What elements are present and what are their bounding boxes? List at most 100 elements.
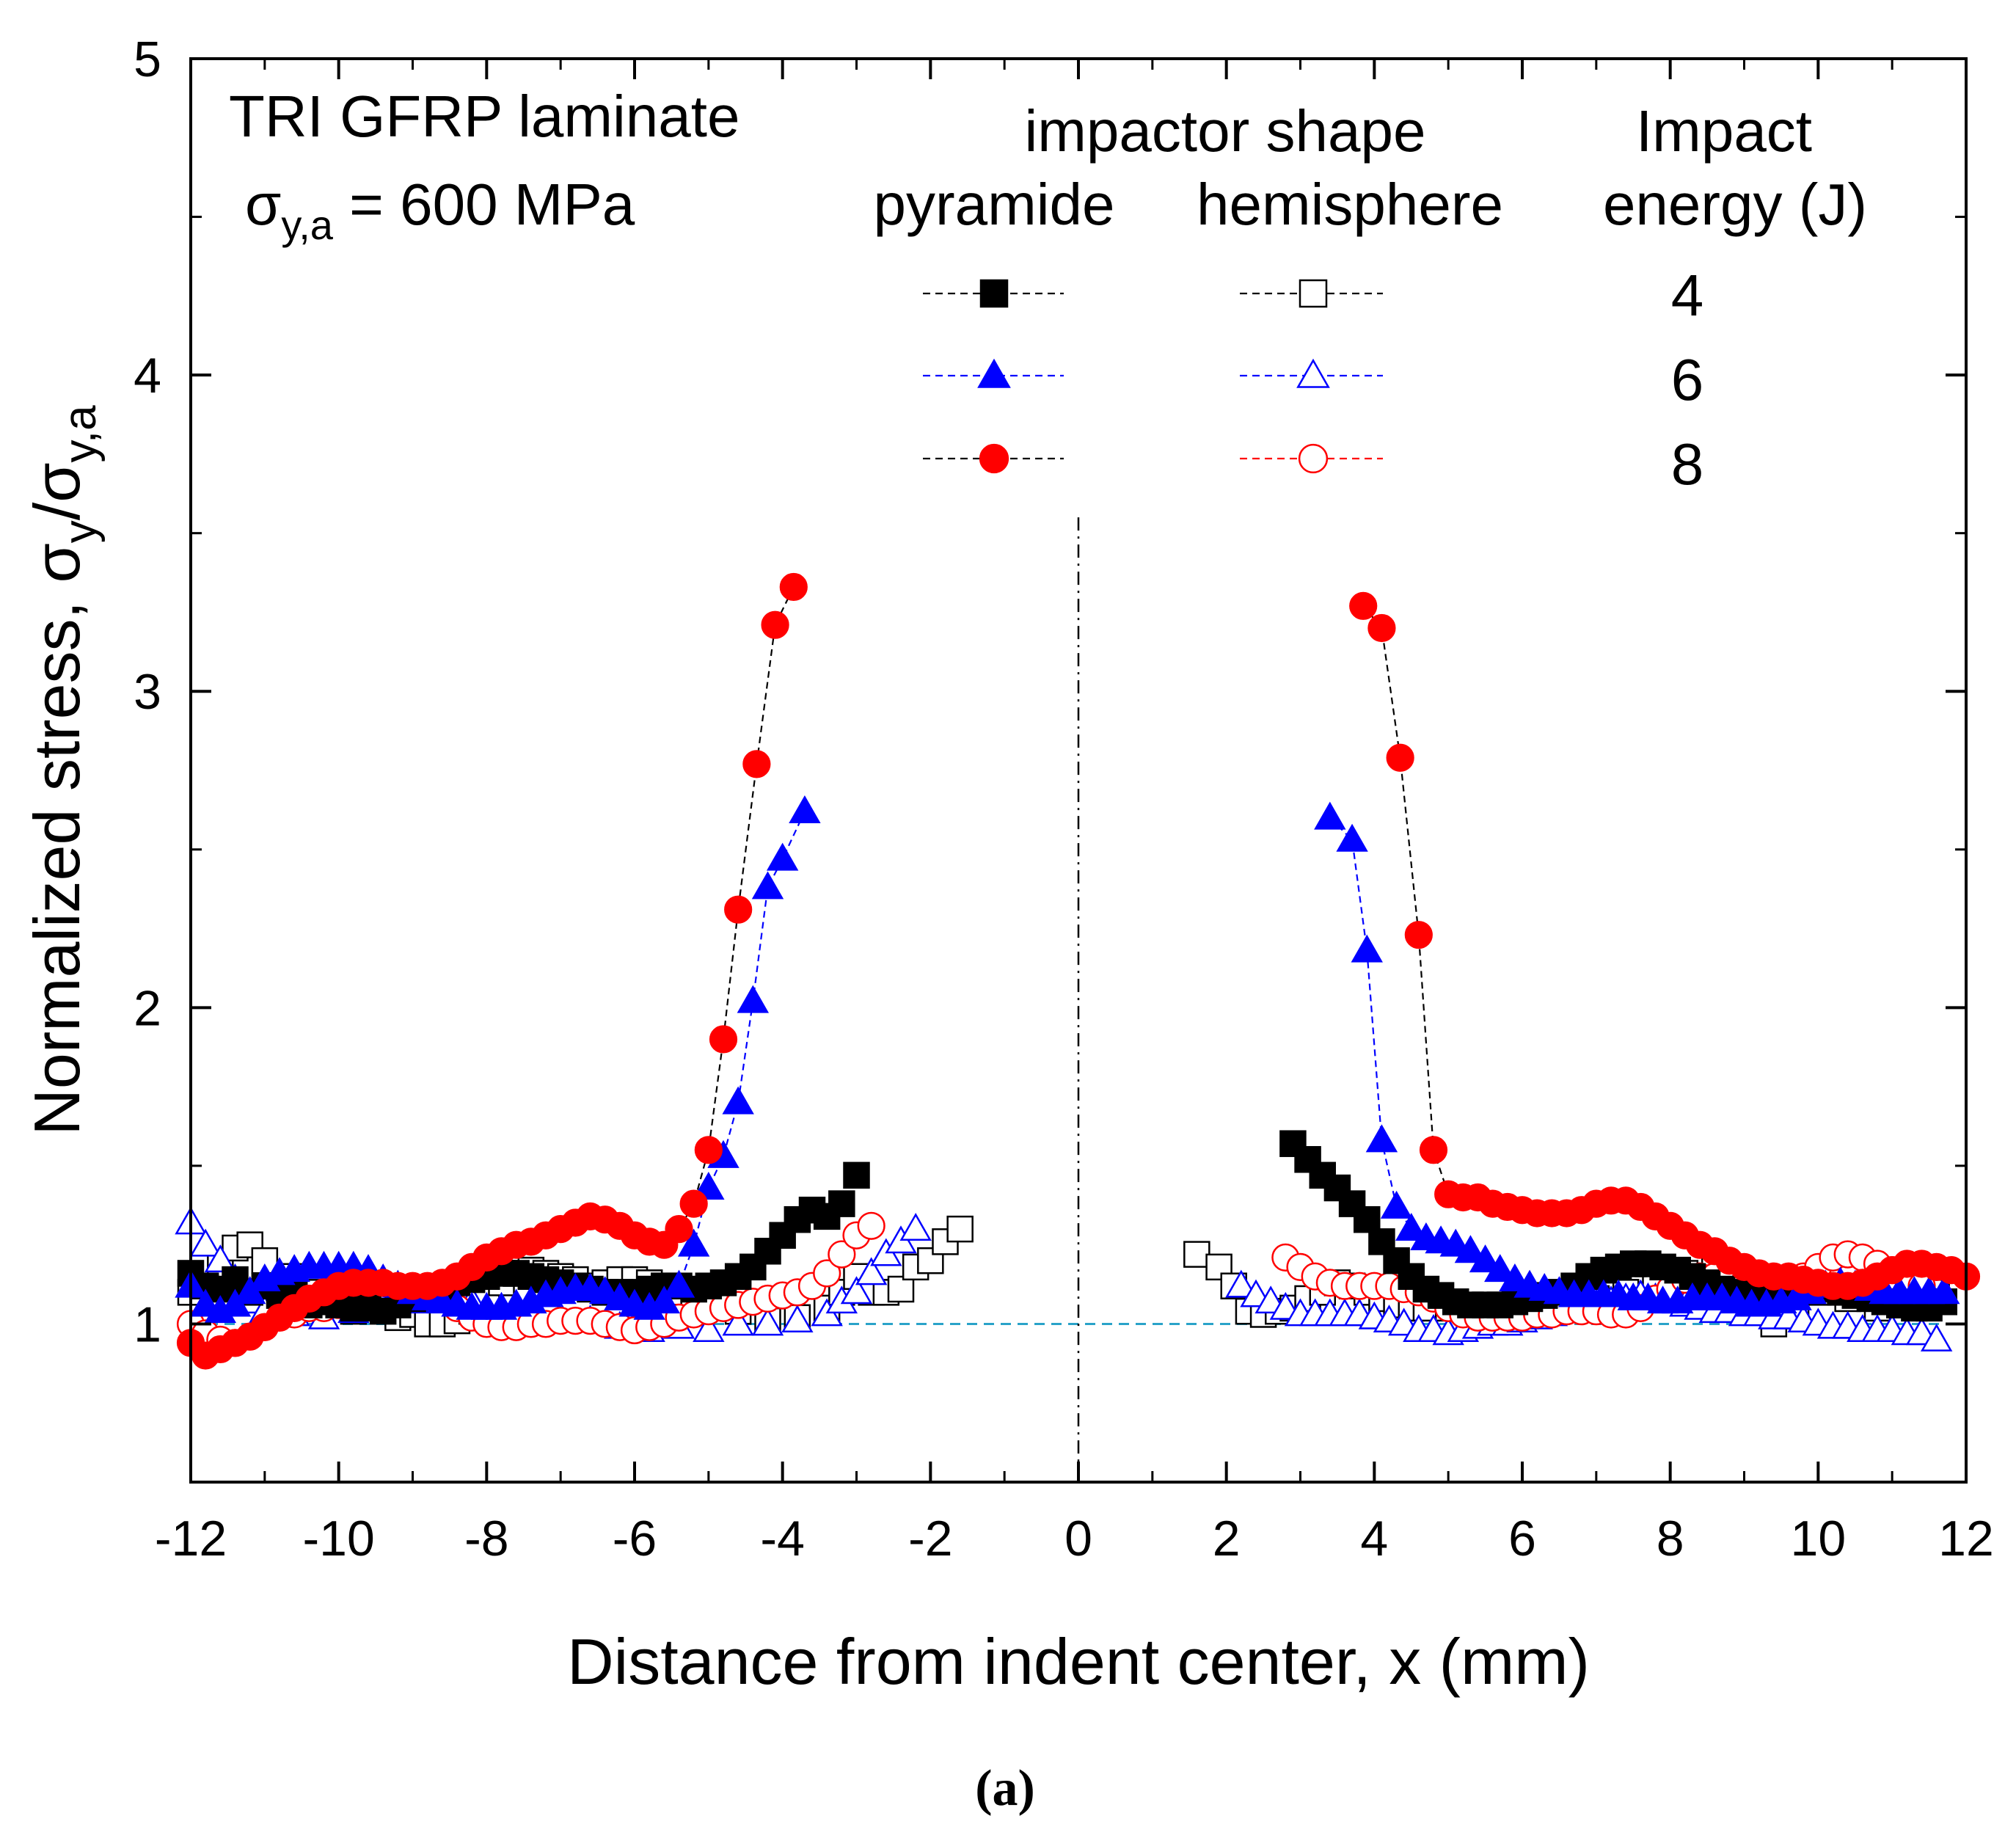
legend-8j-hemisphere-marker [1298,443,1329,474]
legend-energy-4: 4 [1671,263,1704,328]
pyramide-6-j-point [1469,1244,1502,1273]
pyramide-6-j-point [1365,1124,1398,1153]
pyramide-8-j-point [709,1025,738,1054]
legend-4j-hemisphere-marker [1299,279,1328,308]
pyramide-6-j-point [1336,823,1368,852]
hemisphere-8-j-point [828,1240,856,1269]
x-tick-label: 0 [1064,1511,1092,1566]
hemisphere-6-j-point [1225,1269,1257,1298]
legend-col-hemisphere: hemisphere [1197,172,1503,237]
pyramide-6-j-point [1928,1276,1960,1305]
y-tick-label: 4 [134,348,161,404]
x-tick-label: 10 [1791,1511,1847,1566]
pyramide-6-j-point [751,871,784,900]
hemisphere-6-j-point [189,1228,222,1257]
series-markers [175,572,1981,1370]
yield-stress-label: σy,a = 600 MPa [245,172,635,248]
x-tick-label: -10 [303,1511,375,1566]
x-tick-label: 2 [1213,1511,1241,1566]
legend-6j-pyramide-marker [977,358,1011,388]
sigma-symbol: σ [245,172,281,237]
legend-header-energy-2: energy (J) [1603,172,1867,237]
hemisphere-6-j-point [722,1307,754,1336]
y-tick-label: 2 [134,980,161,1036]
pyramide-6-j-line-left [190,811,806,1313]
hemisphere-6-j-point [840,1276,873,1305]
y-axis-title-main: Normalized stress, σ [21,543,93,1135]
pyramide-6-j-point [1395,1213,1428,1241]
reference-lines [191,517,1966,1482]
hemisphere-4-j-point [1183,1241,1210,1268]
x-tick-label: -12 [155,1511,227,1566]
pyramide-4-j-point [843,1161,870,1189]
hemisphere-6-j-point [855,1257,888,1285]
pyramide-4-j-point [1294,1146,1321,1173]
pyramide-8-j-point [694,1136,723,1164]
legend-energy-6: 6 [1671,347,1704,412]
y-axis-title: Normalized stress, σy/σy,a [21,405,106,1136]
hemisphere-6-j-point [751,1307,784,1336]
hemisphere-8-j-point [857,1211,885,1240]
hemisphere-6-j-point [781,1305,814,1333]
pyramide-6-j-point [1380,1190,1413,1219]
pyramide-8-j-point [679,1189,708,1218]
x-axis-title: Distance from indent center, x (mm) [567,1625,1590,1698]
material-label: TRI GFRP laminate [229,84,739,149]
x-tick-label: -2 [908,1511,952,1566]
yield-stress-value: = 600 MPa [333,172,635,237]
pyramide-8-j-point [1367,613,1396,643]
pyramide-4-j-point [1279,1130,1307,1157]
pyramide-6-j-point [1351,934,1383,963]
hemisphere-6-j-point [1920,1323,1953,1351]
hemisphere-6-j-point [693,1313,725,1342]
pyramide-8-j-point [1386,743,1414,772]
pyramide-6-j-point [1484,1254,1516,1283]
pyramide-6-j-point [766,842,799,871]
hemisphere-8-j-point [813,1259,841,1288]
legend-8j-pyramide-marker [979,443,1009,474]
pyramide-6-j-point [737,985,770,1013]
legend-energy-8: 8 [1671,431,1704,497]
legend-6j-hemisphere-marker [1296,358,1330,388]
pyramide-6-j-point [1454,1235,1487,1263]
pyramide-8-j-point [665,1215,693,1244]
hemisphere-6-j-point [204,1244,237,1273]
legend-4j-pyramide-marker [979,279,1009,308]
pyramide-4-j-point [1354,1205,1381,1233]
hemisphere-4-j-point [236,1231,263,1258]
pyramide-8-j-point [761,610,789,639]
legend-col-pyramide: pyramide [873,172,1114,237]
x-tick-label: -4 [760,1511,804,1566]
legend-header-energy-1: Impact [1636,98,1812,164]
pyramide-6-j-point [1314,801,1346,830]
pyramide-6-j-point [648,1285,681,1314]
y-tick-label: 3 [134,664,161,720]
pyramide-8-j-line-left [190,586,795,1357]
figure-caption: (a) [975,1760,1035,1817]
pyramide-8-j-point [1404,921,1433,949]
sigma-subscript: y,a [281,202,333,248]
x-tick-label: -6 [613,1511,657,1566]
x-tick-label: -8 [464,1511,508,1566]
y-tick-label: 1 [134,1296,161,1352]
hemisphere-4-j-point [887,1275,915,1303]
pyramide-4-j-point [1412,1275,1440,1303]
pyramide-8-j-point [1349,591,1378,620]
x-tick-label: 8 [1657,1511,1684,1566]
pyramide-8-j-point [724,895,753,924]
pyramide-6-j-point [662,1269,695,1298]
pyramide-8-j-point [742,750,771,778]
pyramide-6-j-point [789,795,821,823]
pyramide-4-j-point [828,1190,855,1217]
legend-samples [923,279,1383,474]
x-tick-label: 6 [1508,1511,1536,1566]
x-tick-label: 12 [1938,1511,1994,1566]
pyramide-6-j-point [722,1086,754,1115]
y-axis-title-sub2: y,a [55,405,106,463]
hemisphere-6-j-point [899,1213,932,1241]
y-axis-title-slash: /σ [21,462,93,520]
pyramide-6-j-point [677,1228,710,1257]
pyramide-4-j-point [739,1253,767,1281]
